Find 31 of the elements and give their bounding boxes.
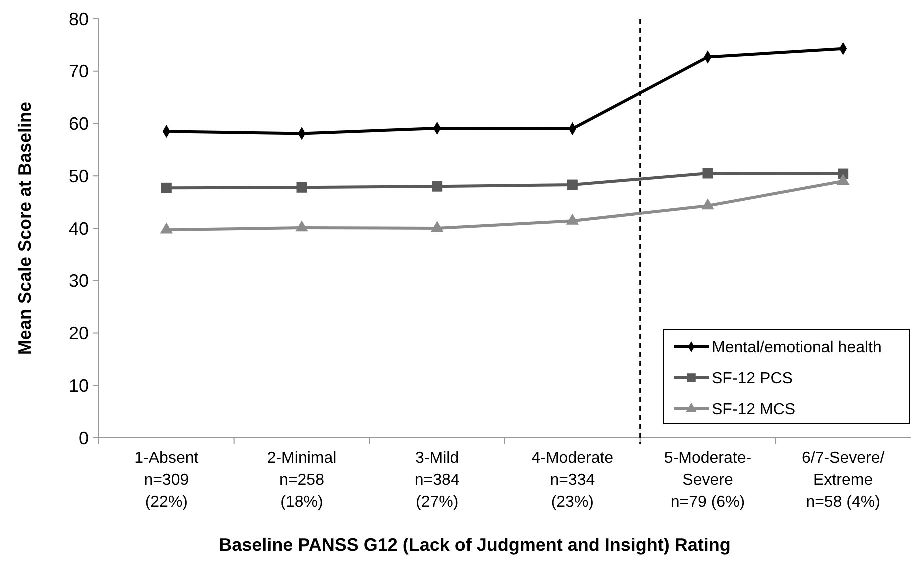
x-tick-label: 4-Moderate n=334 (23%) bbox=[532, 450, 614, 511]
legend-label: SF-12 MCS bbox=[712, 402, 796, 419]
y-tick-label: 60 bbox=[68, 114, 89, 134]
x-tick-label: 5-Moderate- Severe n=79 (6%) bbox=[664, 450, 752, 511]
point bbox=[296, 220, 308, 232]
y-tick-label: 50 bbox=[68, 166, 89, 186]
point bbox=[702, 168, 714, 179]
y-tick-label: 40 bbox=[68, 218, 89, 239]
x-tick-label: 3-Mild n=384 (27%) bbox=[414, 450, 460, 511]
y-tick-label: 80 bbox=[68, 9, 89, 30]
point bbox=[567, 180, 578, 190]
point bbox=[160, 222, 174, 234]
point bbox=[702, 198, 714, 210]
x-axis-title: Baseline PANSS G12 (Lack of Judgment and Insight) Rating bbox=[219, 535, 731, 555]
x-tick-label: 1-Absent n=309 (22%) bbox=[134, 450, 200, 511]
legend-label: SF-12 PCS bbox=[712, 370, 793, 388]
point bbox=[430, 221, 444, 232]
y-tick-label: 10 bbox=[68, 376, 89, 396]
y-tick-label: 0 bbox=[78, 428, 89, 448]
y-tick-label: 30 bbox=[68, 271, 89, 292]
x-tick-label: 6/7-Severe/ Extreme n=58 (4%) bbox=[802, 450, 886, 511]
y-tick-label: 70 bbox=[68, 62, 89, 82]
y-tick-label: 20 bbox=[68, 324, 89, 344]
point bbox=[566, 214, 580, 225]
point bbox=[836, 174, 850, 186]
point bbox=[161, 182, 172, 194]
point bbox=[432, 181, 443, 192]
x-tick-label: 2-Minimal n=258 (18%) bbox=[267, 450, 337, 511]
point bbox=[296, 182, 308, 193]
y-axis-title: Mean Scale Score at Baseline bbox=[15, 102, 35, 356]
legend-label: Mental/emotional health bbox=[712, 340, 882, 357]
